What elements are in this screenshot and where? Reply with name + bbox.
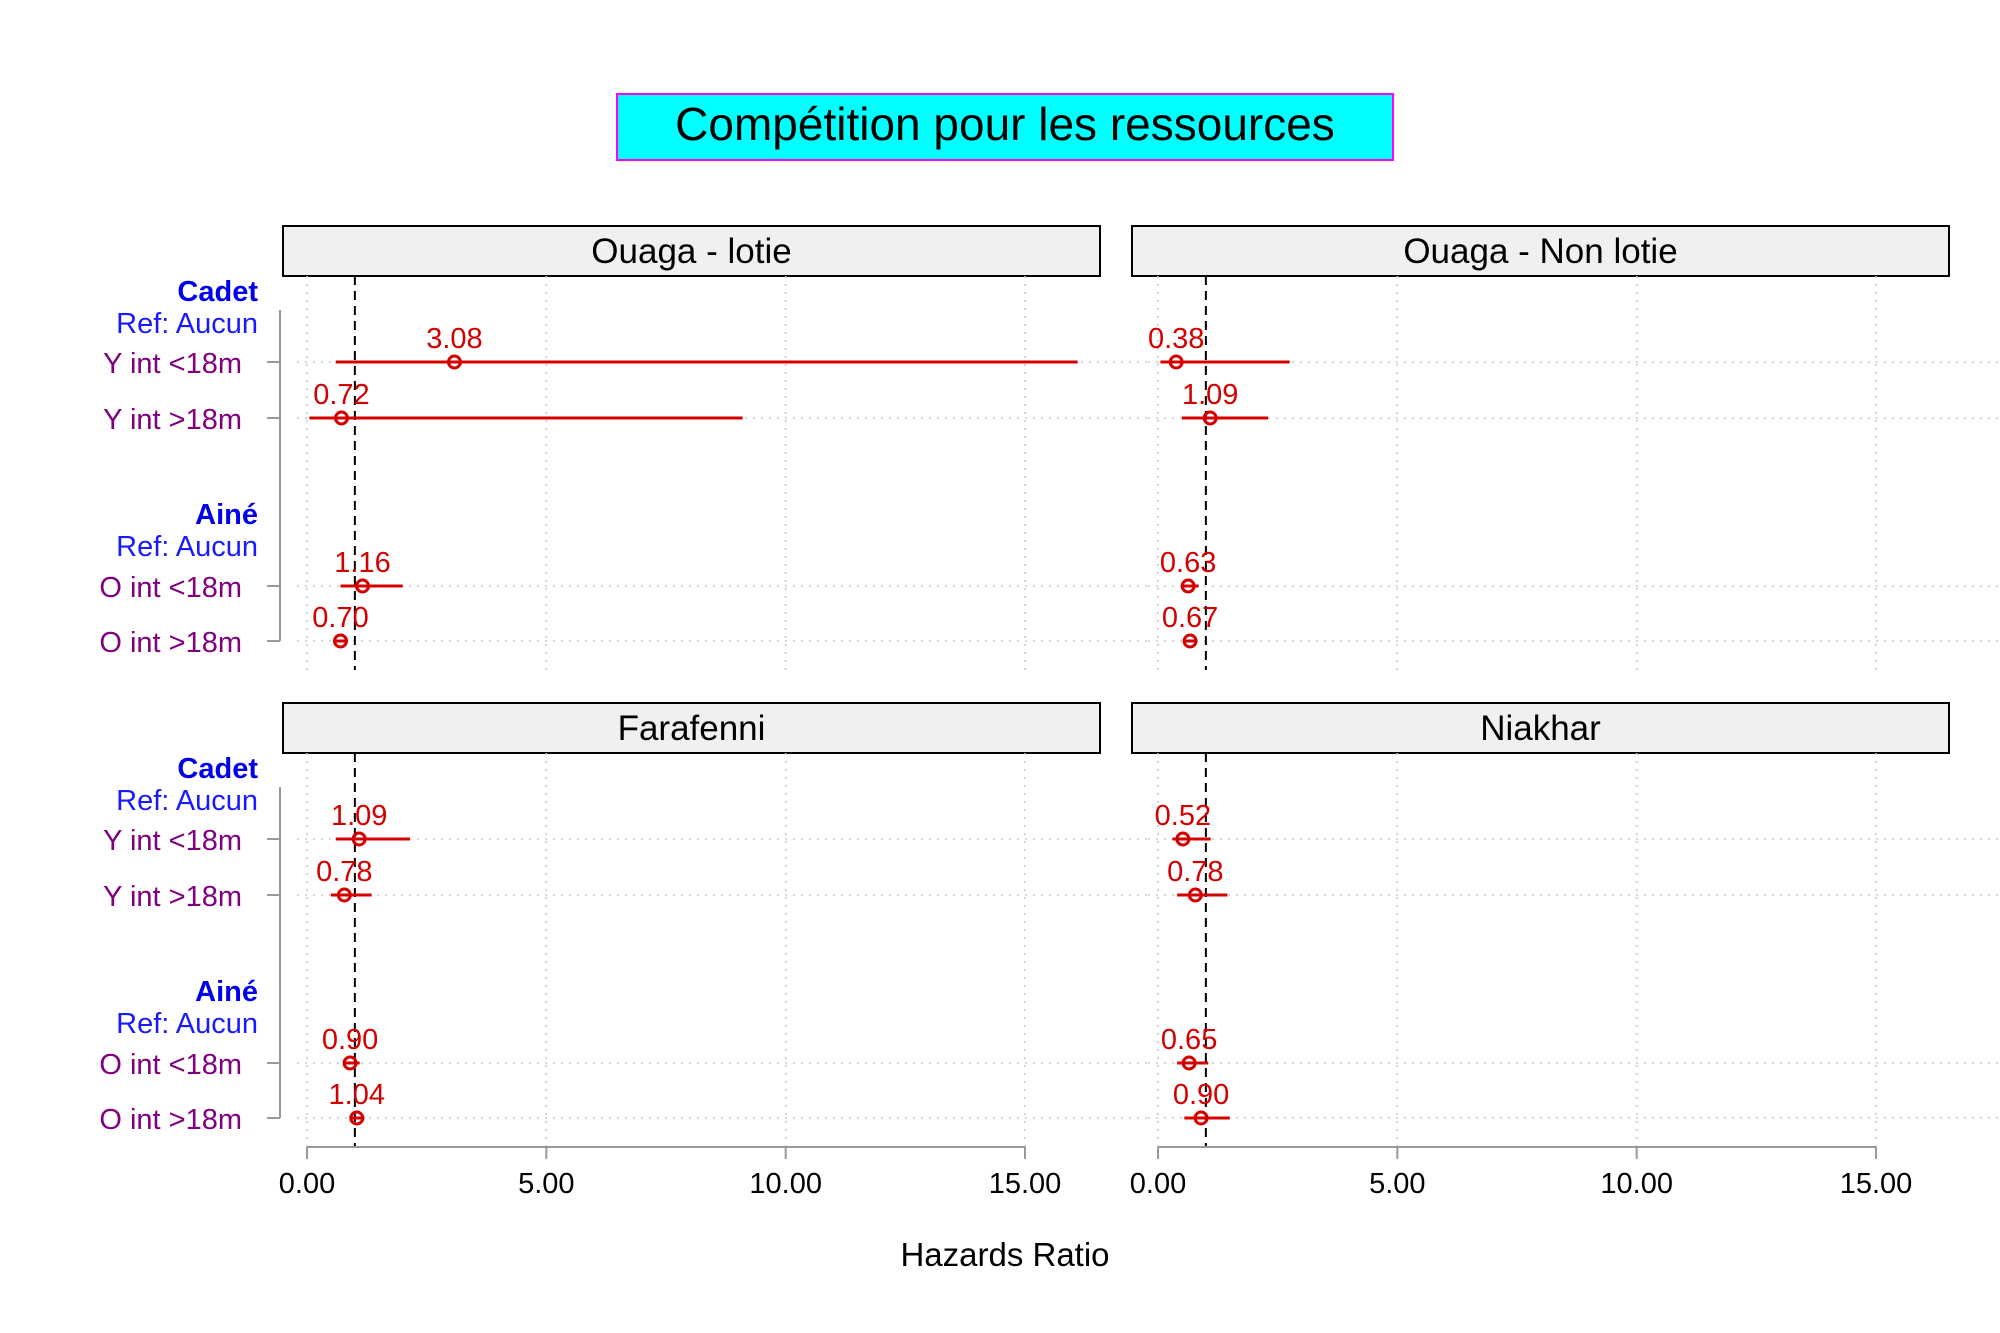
panel-strip [282,702,1101,754]
point-estimate [1193,1110,1209,1126]
row-label-cadet: Cadet [177,753,258,785]
estimate-y-int-18m: 1.09 [331,800,410,847]
estimate-o-int-18m: 0.67 [1162,602,1218,649]
row-label-ref-aucun: Ref: Aucun [116,531,258,563]
x-tick-label: 5.00 [1369,1168,1425,1200]
point-estimate [1181,1055,1197,1071]
point-estimate [351,831,367,847]
estimate-y-int-18m: 3.08 [335,323,1078,370]
estimate-o-int-18m: 0.63 [1160,547,1216,594]
estimate-label: 0.78 [316,856,372,888]
estimate-label: 1.16 [334,547,390,579]
estimate-o-int-18m: 0.90 [1173,1079,1230,1126]
estimate-label: 0.38 [1148,323,1204,355]
chart-title-box [616,93,1394,161]
estimate-y-int-18m: 0.78 [1167,856,1228,903]
row-label-aine: Ainé [195,976,258,1008]
x-axis-title: Hazards Ratio [900,1236,1109,1273]
x-tick-label: 15.00 [1840,1168,1913,1200]
estimate-label: 3.08 [426,323,482,355]
estimate-o-int-18m: 1.04 [329,1079,385,1126]
estimate-label: 0.90 [1173,1079,1229,1111]
estimate-label: 0.67 [1162,602,1218,634]
x-tick-label: 15.00 [989,1168,1062,1200]
estimate-o-int-18m: 1.16 [334,547,403,594]
estimate-y-int-18m: 1.09 [1181,379,1269,426]
panel-ouaga-non-lotie: Ouaga - Non lotie 0.38 1.09 0.63 0.67 [1131,225,1999,670]
estimate-y-int-18m: 0.78 [316,856,373,903]
estimate-label: 0.78 [1167,856,1223,888]
row-label-y-int-18m: Y int <18m [103,825,242,857]
estimate-label: 1.09 [331,800,387,832]
estimate-label: 0.52 [1155,800,1211,832]
estimate-y-int-18m: 0.38 [1148,323,1290,370]
row-label-cadet: Cadet [177,276,258,308]
x-tick-label: 10.00 [749,1168,822,1200]
point-estimate [333,410,349,426]
row-label-ref-aucun: Ref: Aucun [116,1008,258,1040]
estimate-label: 0.63 [1160,547,1216,579]
row-label-y-int-18m: Y int >18m [103,881,242,913]
row-label-y-int-18m: Y int >18m [103,404,242,436]
x-tick-label: 0.00 [1130,1168,1186,1200]
panel-strip [1131,225,1950,277]
estimate-label: 0.70 [312,602,368,634]
panel-strip [282,225,1101,277]
point-estimate [1180,578,1196,594]
point-estimate [349,1110,365,1126]
x-tick-label: 0.00 [279,1168,335,1200]
x-tick-label: 5.00 [518,1168,574,1200]
point-estimate [1187,887,1203,903]
panel-niakhar: Niakhar 0.52 0.78 0.65 0.90 0.00 5.00 10.00 15.0… [1130,702,1999,1200]
point-estimate [1168,354,1184,370]
estimate-y-int-18m: 0.72 [309,379,743,426]
estimate-label: 1.09 [1182,379,1238,411]
row-label-o-int-18m: O int >18m [99,1104,242,1136]
estimate-o-int-18m: 0.65 [1161,1024,1217,1071]
point-estimate [446,354,462,370]
point-estimate [355,578,371,594]
estimate-label: 0.65 [1161,1024,1217,1056]
chart-title: Compétition pour les ressources [675,98,1335,150]
row-label-y-int-18m: Y int <18m [103,348,242,380]
point-estimate [342,1055,358,1071]
x-axis: 0.00 5.00 10.00 15.00 [1130,1146,1913,1200]
estimate-label: 0.72 [313,379,369,411]
point-estimate [333,633,349,649]
row-label-aine: Ainé [195,499,258,531]
estimate-label: 0.90 [322,1024,378,1056]
chart-title-group: Compétition pour les ressources [616,93,1394,161]
point-estimate [1175,831,1191,847]
estimate-o-int-18m: 0.90 [322,1024,378,1071]
panel-strip [1131,702,1950,754]
point-estimate [1202,410,1218,426]
estimate-label: 1.04 [329,1079,385,1111]
x-axis: 0.00 5.00 10.00 15.00 [279,1146,1062,1200]
panel-title: Ouaga - lotie [591,232,791,271]
row-label-o-int-18m: O int <18m [99,1049,242,1081]
row-label-o-int-18m: O int <18m [99,572,242,604]
point-estimate [1182,633,1198,649]
panel-title: Ouaga - Non lotie [1403,232,1677,271]
point-estimate [336,887,352,903]
estimate-o-int-18m: 0.70 [312,602,369,649]
estimate-y-int-18m: 0.52 [1155,800,1211,847]
row-label-o-int-18m: O int >18m [99,627,242,659]
panel-title: Farafenni [618,709,766,748]
row-label-ref-aucun: Ref: Aucun [116,785,258,817]
row-label-ref-aucun: Ref: Aucun [116,308,258,340]
x-tick-label: 10.00 [1600,1168,1673,1200]
panel-title: Niakhar [1480,709,1601,748]
